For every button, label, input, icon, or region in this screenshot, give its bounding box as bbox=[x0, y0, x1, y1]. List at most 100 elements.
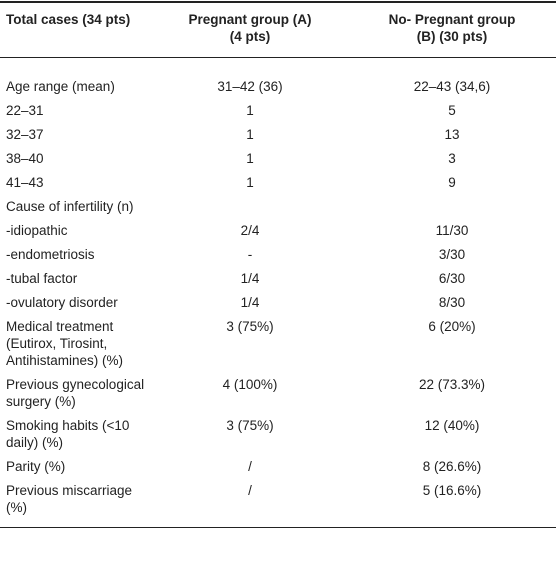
cell-text: 1/4 bbox=[240, 295, 260, 310]
table-cell: -idiopathic bbox=[0, 219, 152, 243]
table-cell: 41–43 bbox=[0, 171, 152, 195]
table-cell: Previous gynecological surgery (%) bbox=[0, 373, 152, 414]
header-row: Total cases (34 pts) Pregnant group (A) (4… bbox=[0, 2, 556, 58]
table-row: Medical treatment (Eutirox, Tirosint, An… bbox=[0, 315, 556, 373]
table-cell bbox=[152, 195, 348, 219]
cell-text: -tubal factor bbox=[6, 271, 78, 286]
table-cell: 31–42 (36) bbox=[152, 58, 348, 99]
table-cell: - bbox=[152, 243, 348, 267]
table-cell: 3 (75%) bbox=[152, 315, 348, 373]
table-cell: 8/30 bbox=[348, 291, 556, 315]
header-text: (B) (30 pts) bbox=[416, 29, 488, 44]
table-cell: 32–37 bbox=[0, 123, 152, 147]
table-cell: 22 (73.3%) bbox=[348, 373, 556, 414]
cell-text: 3 (75%) bbox=[226, 418, 274, 433]
cell-text: 2/4 bbox=[240, 223, 260, 238]
table-row: Cause of infertility (n) bbox=[0, 195, 556, 219]
table-row: -tubal factor 1/4 6/30 bbox=[0, 267, 556, 291]
table-cell: Smoking habits (<10 daily) (%) bbox=[0, 414, 152, 455]
cell-text: 31–42 (36) bbox=[217, 79, 283, 94]
header-text: (4 pts) bbox=[229, 29, 271, 44]
cell-text: Smoking habits (<10 daily) (%) bbox=[6, 418, 130, 450]
table-cell: 1 bbox=[152, 171, 348, 195]
cell-text: 1 bbox=[246, 175, 254, 190]
table-cell bbox=[348, 195, 556, 219]
cell-text: -idiopathic bbox=[6, 223, 68, 238]
cell-text: 13 bbox=[444, 127, 460, 142]
cell-text: / bbox=[248, 459, 252, 474]
cell-text: 12 (40%) bbox=[424, 418, 480, 433]
table-cell: Age range (mean) bbox=[0, 58, 152, 99]
table-cell: 3 (75%) bbox=[152, 414, 348, 455]
table-cell: 2/4 bbox=[152, 219, 348, 243]
cell-text: Previous miscarriage (%) bbox=[6, 483, 133, 515]
table-row: Previous gynecological surgery (%) 4 (100… bbox=[0, 373, 556, 414]
table-header: Total cases (34 pts) Pregnant group (A) (4… bbox=[0, 2, 556, 58]
table-cell: 38–40 bbox=[0, 147, 152, 171]
table-cell: Cause of infertility (n) bbox=[0, 195, 152, 219]
cell-text: 8/30 bbox=[438, 295, 466, 310]
cell-text: Age range (mean) bbox=[6, 79, 115, 94]
cell-text: -ovulatory disorder bbox=[6, 295, 118, 310]
cell-text: 5 (16.6%) bbox=[422, 483, 482, 498]
table-row: -endometriosis - 3/30 bbox=[0, 243, 556, 267]
cell-text: 22 (73.3%) bbox=[418, 377, 486, 392]
table-cell: Parity (%) bbox=[0, 455, 152, 479]
cell-text: 9 bbox=[448, 175, 456, 190]
table-cell: 1 bbox=[152, 123, 348, 147]
table-row: Smoking habits (<10 daily) (%) 3 (75%) 12 … bbox=[0, 414, 556, 455]
table-cell: 22–31 bbox=[0, 99, 152, 123]
header-text: Total cases (34 pts) bbox=[6, 12, 131, 27]
cell-text: 3/30 bbox=[438, 247, 466, 262]
table-cell: Medical treatment (Eutirox, Tirosint, An… bbox=[0, 315, 152, 373]
cell-text: 3 bbox=[448, 151, 456, 166]
data-table: Total cases (34 pts) Pregnant group (A) (4… bbox=[0, 1, 556, 528]
table-cell: -tubal factor bbox=[0, 267, 152, 291]
table-cell: 13 bbox=[348, 123, 556, 147]
cell-text: Cause of infertility (n) bbox=[6, 199, 134, 214]
table-cell: 8 (26.6%) bbox=[348, 455, 556, 479]
table-cell: 3 bbox=[348, 147, 556, 171]
cell-text: 11/30 bbox=[435, 223, 469, 238]
cell-text: Parity (%) bbox=[6, 459, 66, 474]
cell-text: 32–37 bbox=[6, 127, 44, 142]
table-cell: 1 bbox=[152, 99, 348, 123]
cell-text: - bbox=[247, 247, 253, 262]
table-cell: -endometriosis bbox=[0, 243, 152, 267]
table-row: -idiopathic 2/4 11/30 bbox=[0, 219, 556, 243]
table-cell: 5 bbox=[348, 99, 556, 123]
table-cell: 1/4 bbox=[152, 267, 348, 291]
header-cell: Pregnant group (A) (4 pts) bbox=[152, 2, 348, 58]
cell-text: 38–40 bbox=[6, 151, 44, 166]
cell-text: 6/30 bbox=[438, 271, 466, 286]
cell-text: 1 bbox=[246, 127, 254, 142]
cell-text: Previous gynecological surgery (%) bbox=[6, 377, 145, 409]
table-cell: -ovulatory disorder bbox=[0, 291, 152, 315]
cell-text: 5 bbox=[448, 103, 456, 118]
cell-text: 8 (26.6%) bbox=[422, 459, 482, 474]
table-row: 38–40 1 3 bbox=[0, 147, 556, 171]
table-cell: 6/30 bbox=[348, 267, 556, 291]
cell-text: 1 bbox=[246, 103, 254, 118]
cell-text: 1 bbox=[246, 151, 254, 166]
cell-text: / bbox=[248, 483, 252, 498]
table-cell: 12 (40%) bbox=[348, 414, 556, 455]
table-cell: 3/30 bbox=[348, 243, 556, 267]
cell-text: Medical treatment (Eutirox, Tirosint, An… bbox=[6, 319, 124, 368]
header-text: No- Pregnant group bbox=[388, 12, 516, 27]
table-row: Parity (%) / 8 (26.6%) bbox=[0, 455, 556, 479]
cell-text: 41–43 bbox=[6, 175, 44, 190]
cell-text: 6 (20%) bbox=[428, 319, 476, 334]
table-cell: / bbox=[152, 479, 348, 528]
table-row: Previous miscarriage (%) / 5 (16.6%) bbox=[0, 479, 556, 528]
cell-text: 3 (75%) bbox=[226, 319, 274, 334]
table-cell: / bbox=[152, 455, 348, 479]
table-cell: 1 bbox=[152, 147, 348, 171]
table-row: 41–43 1 9 bbox=[0, 171, 556, 195]
table-cell: 5 (16.6%) bbox=[348, 479, 556, 528]
cell-text: 22–43 (34,6) bbox=[413, 79, 491, 94]
table-cell: 22–43 (34,6) bbox=[348, 58, 556, 99]
cell-text: 4 (100%) bbox=[222, 377, 278, 392]
table-row: 32–37 1 13 bbox=[0, 123, 556, 147]
